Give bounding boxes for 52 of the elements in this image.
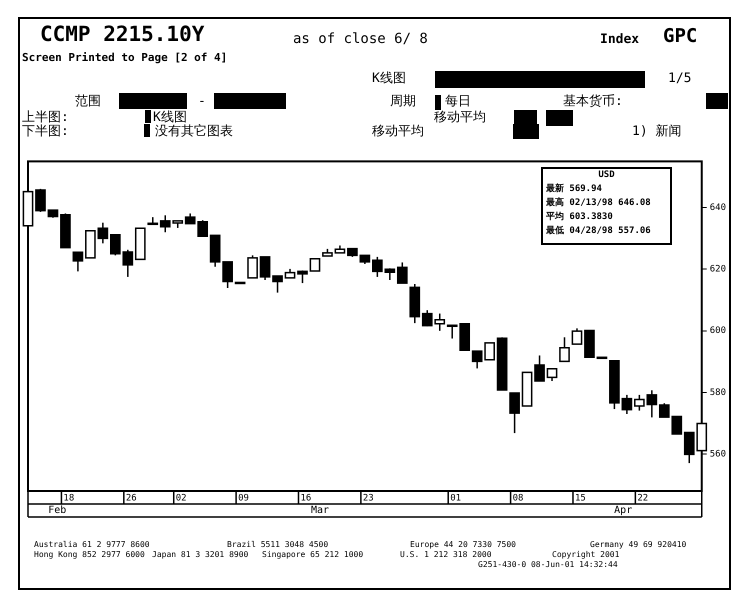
text: Brazil 5511 3048 4500 xyxy=(227,540,328,549)
x-tick-label: 22 xyxy=(637,493,648,504)
text: Copyright 2001 xyxy=(552,550,620,559)
text: 移动平均 xyxy=(372,124,424,139)
annotation: USD xyxy=(597,170,616,180)
y-tick-label: 560 xyxy=(710,449,726,460)
text: Germany 49 69 920410 xyxy=(590,540,686,549)
y-tick-label: 580 xyxy=(710,388,726,398)
text: 没有其它图表 xyxy=(155,124,233,139)
text: as of close 6/ 8 xyxy=(293,31,428,47)
annotation: 最低 04/28/98 557.06 xyxy=(546,226,651,236)
x-tick-label: 18 xyxy=(63,493,74,504)
x-tick-label: 26 xyxy=(126,493,137,504)
text: U.S. 1 212 318 2000 xyxy=(400,550,492,559)
x-tick-label: 09 xyxy=(238,493,249,504)
y-tick-label: 620 xyxy=(710,264,726,275)
text: 1) 新闻 xyxy=(632,124,682,139)
x-tick-label: 16 xyxy=(300,493,312,504)
x-tick-label: 15 xyxy=(574,493,586,504)
text: K线图 xyxy=(153,110,187,125)
x-tick-label: 02 xyxy=(176,493,187,504)
text: 周期 xyxy=(390,94,416,109)
x-tick-label: 08 xyxy=(512,493,524,504)
annotation: 最高 02/13/98 646.08 xyxy=(546,198,651,208)
chart-title: CCMP 2215.10Y xyxy=(40,22,204,46)
x-tick-label: 23 xyxy=(362,493,374,504)
text: Europe 44 20 7330 7500 xyxy=(410,540,516,549)
annotation: 平均 603.3830 xyxy=(546,212,613,222)
text: 每日 xyxy=(445,94,471,109)
text: Apr xyxy=(614,505,632,516)
text: K线图 xyxy=(372,71,406,86)
text: 下半图: xyxy=(22,124,69,139)
text: Singapore 65 212 1000 xyxy=(262,550,364,559)
text: 范围 xyxy=(75,94,101,109)
text: GPC xyxy=(663,25,698,47)
text: - xyxy=(198,94,206,109)
text: Mar xyxy=(310,505,330,516)
text: 移动平均 xyxy=(434,110,486,125)
text: Index xyxy=(600,32,640,47)
text: Feb xyxy=(48,505,66,516)
text: 1/5 xyxy=(668,71,692,86)
x-tick-label: 01 xyxy=(450,493,462,504)
text: 上半图: xyxy=(22,110,69,125)
annotation: 最新 569.94 xyxy=(546,184,602,194)
text: 基本货币: xyxy=(563,94,623,109)
text: Australia 61 2 9777 8600 xyxy=(34,540,150,549)
y-tick-label: 640 xyxy=(710,202,726,213)
text: Japan 81 3 3201 8900 xyxy=(152,550,248,559)
y-tick-label: 600 xyxy=(710,326,726,336)
text: G251-430-0 08-Jun-01 14:32:44 xyxy=(478,560,618,569)
text: Hong Kong 852 2977 6000 xyxy=(34,550,145,559)
chart-subtitle: Screen Printed to Page [2 of 4] xyxy=(22,51,228,64)
